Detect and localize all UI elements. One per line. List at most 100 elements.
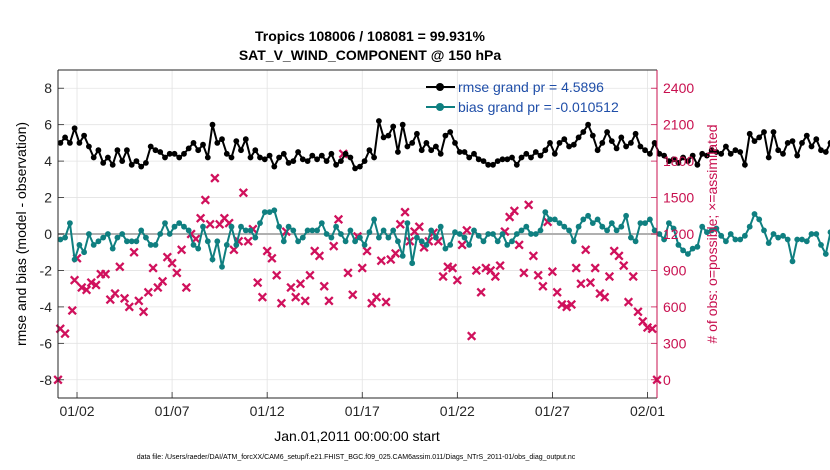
- bias-point: [528, 231, 534, 237]
- rmse-point: [466, 154, 473, 161]
- obs-assimilated-marker: [286, 282, 296, 293]
- bias-point: [204, 238, 211, 245]
- bias-point: [57, 236, 64, 243]
- bias-point: [689, 245, 696, 252]
- rmse-point: [589, 132, 596, 139]
- obs-assimilated-marker: [519, 268, 529, 278]
- rmse-point: [395, 149, 401, 155]
- rmse-point: [257, 154, 263, 161]
- bias-point: [547, 216, 553, 223]
- bias-point: [632, 238, 639, 245]
- rmse-point: [223, 150, 230, 157]
- rmse-point: [295, 149, 301, 155]
- right-tick-label: 900: [663, 262, 687, 278]
- right-tick-label: 1200: [663, 226, 694, 242]
- bias-point: [756, 216, 763, 223]
- obs-assimilated-marker: [471, 265, 481, 276]
- rmse-point: [746, 130, 753, 137]
- bias-point: [395, 238, 401, 245]
- rmse-point: [138, 163, 145, 170]
- bias-point: [794, 236, 801, 243]
- left-tick-label: -8: [40, 372, 53, 388]
- bias-point: [561, 223, 568, 230]
- bias-point: [181, 223, 187, 230]
- bias-point: [575, 223, 582, 230]
- bias-point: [90, 242, 97, 248]
- obs-assimilated-marker: [619, 260, 629, 271]
- data-file-footnote: data file: /Users/raeder/DAI/ATM_forcXX/…: [137, 454, 576, 461]
- x-tick-label: 01/07: [155, 403, 190, 419]
- obs-assimilated-marker: [143, 287, 153, 297]
- x-tick-label: 01/22: [440, 403, 475, 419]
- obs-assimilated-marker: [176, 245, 187, 255]
- right-tick-label: 1500: [663, 190, 694, 206]
- bias-point: [242, 227, 249, 234]
- rmse-point: [90, 154, 97, 161]
- obs-assimilated-marker: [181, 282, 191, 293]
- bias-point: [604, 227, 610, 234]
- bias-point: [157, 231, 164, 237]
- rmse-point: [371, 154, 377, 161]
- bias-point: [418, 238, 425, 245]
- left-tick-label: 2: [44, 190, 52, 206]
- bias-point: [261, 209, 268, 216]
- bias-point: [803, 238, 810, 245]
- obs-assimilated-marker: [324, 296, 334, 306]
- rmse-point: [661, 152, 667, 159]
- bias-point: [647, 216, 653, 223]
- rmse-point: [570, 141, 577, 148]
- bias-point: [233, 242, 240, 248]
- obs-assimilated-marker: [509, 206, 520, 216]
- obs-assimilated-marker: [167, 258, 177, 268]
- obs-assimilated-marker: [295, 279, 306, 289]
- bias-point: [761, 227, 767, 234]
- rmse-point: [390, 123, 397, 130]
- bias-point: [637, 220, 644, 227]
- bias-point: [485, 231, 492, 237]
- bias-point: [333, 223, 339, 230]
- rmse-point: [366, 147, 373, 154]
- rmse-point: [200, 141, 206, 148]
- rmse-series: [57, 118, 830, 172]
- rmse-point: [76, 140, 83, 146]
- bias-point: [309, 227, 316, 234]
- rmse-point: [651, 140, 658, 146]
- rmse-point: [247, 154, 254, 161]
- rmse-point: [428, 147, 435, 154]
- rmse-line: [59, 120, 830, 170]
- obs-assimilated-marker: [466, 331, 477, 341]
- bias-point: [480, 238, 487, 245]
- bias-point: [138, 227, 145, 234]
- rmse-point: [228, 154, 235, 161]
- bias-point: [656, 231, 663, 237]
- obs-assimilated-marker: [115, 262, 125, 272]
- bias-point: [661, 236, 667, 243]
- rmse-point: [594, 147, 601, 154]
- obs-assimilated-marker: [395, 219, 405, 229]
- obs-assimilated-marker: [390, 248, 401, 259]
- rmse-point: [261, 156, 268, 163]
- obs-assimilated-marker: [371, 292, 382, 302]
- bias-point: [808, 231, 815, 237]
- bias-point: [471, 227, 477, 234]
- bias-point: [623, 212, 629, 219]
- rmse-point: [114, 147, 121, 154]
- obs-assimilated-marker: [547, 267, 558, 277]
- bias-point: [71, 256, 78, 263]
- rmse-point: [818, 147, 824, 154]
- bias-point: [86, 231, 92, 237]
- rmse-point: [742, 161, 748, 168]
- bias-point: [347, 227, 354, 234]
- bias-point: [608, 220, 615, 227]
- bias-point: [352, 238, 358, 245]
- bias-point: [737, 236, 744, 243]
- rmse-point: [523, 150, 530, 157]
- rmse-point: [176, 154, 183, 161]
- rmse-point: [808, 143, 815, 150]
- obs-assimilated-marker: [238, 188, 249, 198]
- rmse-point: [304, 158, 311, 165]
- bias-point: [732, 236, 739, 243]
- rmse-point: [732, 147, 739, 154]
- bias-point: [613, 227, 620, 234]
- y-axis-label-right: # of obs: o=possible; ×=assimilated: [704, 124, 720, 343]
